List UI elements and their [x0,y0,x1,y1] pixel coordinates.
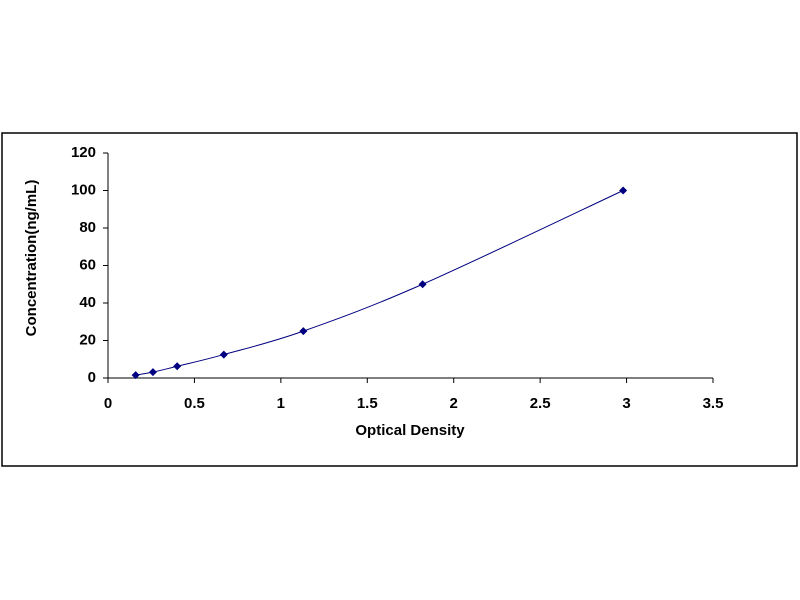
data-point [418,280,427,289]
x-tick-label: 1 [277,395,285,412]
data-point [131,371,140,380]
y-tick-label: 20 [79,331,96,348]
data-point [219,350,228,359]
data-point [173,362,182,371]
chart-frame [1,132,798,467]
x-tick-label: 1.5 [357,395,378,412]
y-axis-label: Concentration(ng/mL) [23,180,40,337]
curve [135,190,624,376]
x-tick-label: 0 [104,395,112,412]
x-tick-label: 3.5 [703,395,724,412]
y-tick-label: 100 [71,181,96,198]
y-tick-label: 0 [88,369,96,386]
y-tick-label: 60 [79,256,96,273]
x-tick-label: 0.5 [184,395,205,412]
y-tick-label: 40 [79,294,96,311]
x-tick-label: 2 [450,395,458,412]
data-point [619,186,628,195]
x-axis-label: Optical Density [355,422,465,439]
x-tick-label: 3 [622,395,630,412]
data-point [299,327,308,336]
x-tick-label: 2.5 [530,395,551,412]
y-tick-label: 80 [79,219,96,236]
y-tick-label: 120 [71,144,96,161]
data-point [148,368,157,377]
